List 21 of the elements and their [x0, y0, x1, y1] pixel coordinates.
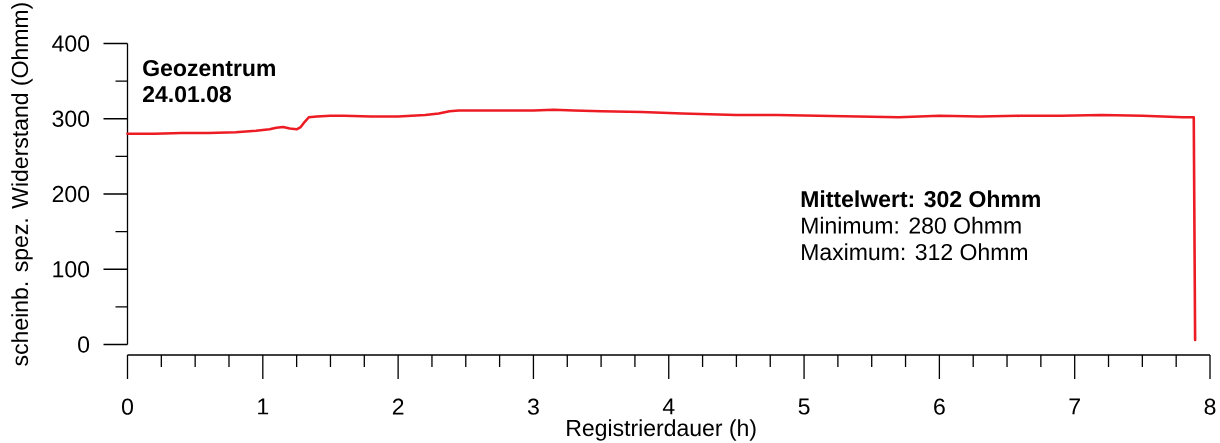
x-tick-label: 6	[934, 398, 945, 415]
y-tick-label: 300	[52, 110, 90, 127]
x-tick-label: 0	[122, 398, 133, 415]
text: Geozentrum	[143, 59, 275, 77]
x-tick-label: 8	[1204, 398, 1216, 415]
x-tick-label: 7	[1069, 398, 1080, 415]
y-axis-title: scheinb. spez. Widerstand (Ohmm)	[11, 3, 33, 366]
x-tick-label: 1	[258, 398, 269, 415]
x-axis-title: Registrierdauer (h)	[567, 419, 756, 441]
x-tick-label: 4	[662, 398, 675, 415]
annotation: Minimum: 280 Ohmm	[802, 216, 1021, 234]
y-tick-label: 0	[78, 336, 90, 353]
text: 24.01.08	[143, 85, 232, 103]
y-tick-label: 100	[53, 261, 90, 278]
annotation: Maximum: 312 Ohmm	[802, 243, 1028, 261]
x-tick-label: 5	[798, 398, 810, 415]
annotation: Mittelwert: 302 Ohmm	[801, 190, 1040, 208]
x-tick-label: 3	[527, 398, 539, 415]
y-tick-label: 400	[52, 35, 90, 52]
y-tick-label: 200	[52, 185, 90, 203]
x-tick-label: 2	[392, 398, 404, 415]
